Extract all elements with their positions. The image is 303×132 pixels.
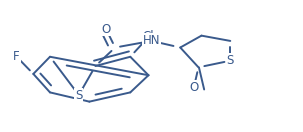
Text: F: F (13, 50, 20, 63)
Text: S: S (227, 54, 234, 67)
Text: O: O (102, 23, 111, 36)
Text: S: S (75, 89, 82, 102)
Text: HN: HN (143, 34, 160, 47)
Text: Cl: Cl (143, 30, 154, 43)
Text: O: O (189, 81, 198, 94)
